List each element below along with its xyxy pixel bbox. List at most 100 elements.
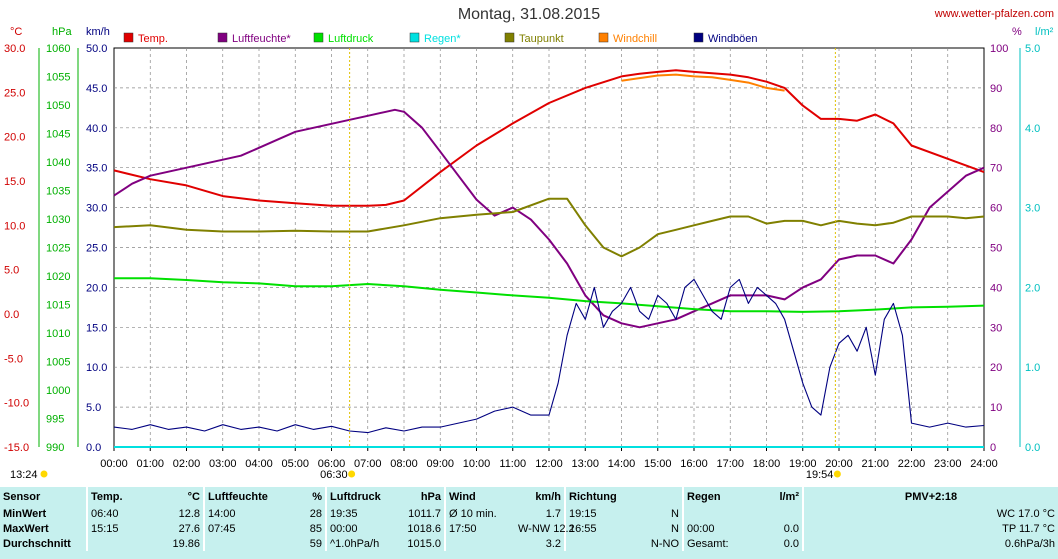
cell: N xyxy=(671,507,679,520)
cell: 1015.0 xyxy=(407,537,441,550)
sunset-icon xyxy=(833,470,841,478)
stats-row-max: MaxWert 15:15 27.6 07:45 85 00:00 1018.6… xyxy=(0,521,1058,536)
y-tick-label-kmh: 25.0 xyxy=(86,243,107,255)
cell: N-NO xyxy=(650,537,679,550)
x-tick-label: 19:00 xyxy=(789,458,817,470)
y-tick-label-C: 0.0 xyxy=(4,309,19,321)
x-tick-label: 09:00 xyxy=(426,458,454,470)
y-tick-label-C: 25.0 xyxy=(4,87,25,99)
cell: 1011.7 xyxy=(408,507,441,520)
cell: Ø 10 min. xyxy=(444,506,515,521)
y-tick-label-hPa: 1020 xyxy=(46,271,70,283)
y-tick-label-kmh: 50.0 xyxy=(86,43,107,55)
x-tick-label: 17:00 xyxy=(716,458,744,470)
y-tick-label-kmh: 20.0 xyxy=(86,282,107,294)
x-tick-label: 18:00 xyxy=(753,458,781,470)
stats-header-row: Sensor Temp. °C Luftfeuchte % Luftdruck … xyxy=(0,487,1058,506)
sunset-label: 19:54 xyxy=(806,469,834,481)
x-tick-label: 15:00 xyxy=(644,458,672,470)
cell: 12.8 xyxy=(178,507,200,520)
x-tick-label: 02:00 xyxy=(173,458,201,470)
y-tick-label-hPa: 990 xyxy=(46,442,64,454)
y-tick-label-hPa: 1005 xyxy=(46,357,70,369)
cell xyxy=(444,536,515,551)
legend-label: Luftfeuchte* xyxy=(232,33,291,45)
row-label: MaxWert xyxy=(3,522,49,535)
cell: 1018.6 xyxy=(407,522,441,535)
hdr-pressure: Luftdruck xyxy=(325,487,391,506)
y-tick-label-right: 10 xyxy=(990,402,1002,414)
cell: 28 xyxy=(309,507,322,520)
hdr-pressure-unit: hPa xyxy=(420,490,441,503)
y-tick-label-hPa: 1025 xyxy=(46,243,70,255)
series-line-windchill xyxy=(621,73,785,92)
hdr-pmv: PMV+2:18 xyxy=(802,487,1058,506)
legend-label: Windchill xyxy=(613,33,657,45)
stats-table: Sensor Temp. °C Luftfeuchte % Luftdruck … xyxy=(0,487,1058,551)
hdr-wind-unit: km/h xyxy=(535,490,561,503)
cell: 06:40 xyxy=(86,506,149,521)
y-tick-label-hPa: 1010 xyxy=(46,328,70,340)
y-axis-unit: l/m² xyxy=(1035,26,1054,38)
hdr-temp-unit: °C xyxy=(187,490,200,503)
x-tick-label: 14:00 xyxy=(608,458,636,470)
y-tick-label-hPa: 1035 xyxy=(46,186,70,198)
y-tick-label-hPa: 995 xyxy=(46,414,64,426)
cell xyxy=(203,536,282,551)
cell: 19.86 xyxy=(172,537,200,550)
y-tick-label-kmh: 30.0 xyxy=(86,203,107,215)
source-link[interactable]: www.wetter-pfalzen.com xyxy=(934,8,1054,20)
y-tick-label-right: 30 xyxy=(990,322,1002,334)
y-tick-label-C: -10.0 xyxy=(4,398,29,410)
x-tick-label: 05:00 xyxy=(281,458,309,470)
cell: 14:00 xyxy=(203,506,282,521)
chart-title: Montag, 31.08.2015 xyxy=(457,6,601,23)
hdr-temp: Temp. xyxy=(86,487,149,506)
cell xyxy=(86,536,149,551)
cell: 0.0 xyxy=(783,537,799,550)
cell: W-NW 12.2 xyxy=(518,522,575,535)
cell: 00:00 xyxy=(325,521,391,536)
cell: 07:45 xyxy=(203,521,282,536)
legend-swatch xyxy=(123,32,134,43)
y-tick-label-C: 30.0 xyxy=(4,43,25,55)
sunrise-icon xyxy=(348,470,356,478)
legend-swatch xyxy=(217,32,228,43)
cell: 1.7 xyxy=(545,507,561,520)
stats-row-min: MinWert 06:40 12.8 14:00 28 19:35 1011.7… xyxy=(0,506,1058,521)
y-tick-label-right: 70 xyxy=(990,163,1002,175)
cell: 0.0 xyxy=(783,522,799,535)
y-tick-label-right: 5.0 xyxy=(1025,43,1040,55)
y-tick-label-C: -5.0 xyxy=(4,353,23,365)
row-label: Durchschnitt xyxy=(3,537,71,550)
x-tick-label: 06:00 xyxy=(318,458,346,470)
legend-label: Temp. xyxy=(138,33,168,45)
legend-swatch xyxy=(313,32,324,43)
y-axis-unit: % xyxy=(1012,26,1022,38)
cell: 17:50 xyxy=(444,521,515,536)
y-axis-unit: hPa xyxy=(52,26,72,38)
y-tick-label-kmh: 45.0 xyxy=(86,83,107,95)
cell: ^1.0hPa/h xyxy=(325,536,391,551)
y-tick-label-hPa: 1060 xyxy=(46,43,70,55)
sunrise-label: 06:30 xyxy=(320,469,348,481)
stats-row-avg: Durchschnitt 19.86 59 ^1.0hPa/h 1015.0 3… xyxy=(0,536,1058,551)
stats-panel: Sensor Temp. °C Luftfeuchte % Luftdruck … xyxy=(0,487,1058,559)
legend-label: Taupunkt xyxy=(519,33,564,45)
x-tick-label: 23:00 xyxy=(934,458,962,470)
y-tick-label-right: 4.0 xyxy=(1025,123,1040,135)
y-tick-label-hPa: 1040 xyxy=(46,157,70,169)
cell xyxy=(564,536,623,551)
cell: 19:15 xyxy=(564,506,623,521)
cell: N xyxy=(671,522,679,535)
x-tick-label: 00:00 xyxy=(100,458,128,470)
y-tick-label-kmh: 10.0 xyxy=(86,362,107,374)
y-tick-label-right: 40 xyxy=(990,282,1002,294)
y-tick-label-C: 20.0 xyxy=(4,132,25,144)
hdr-sensor: Sensor xyxy=(3,490,41,503)
y-tick-label-C: 5.0 xyxy=(4,265,19,277)
y-axis-unit: km/h xyxy=(86,26,110,38)
moonrise-icon xyxy=(40,470,48,478)
legend-swatch xyxy=(598,32,609,43)
y-tick-label-right: 80 xyxy=(990,123,1002,135)
